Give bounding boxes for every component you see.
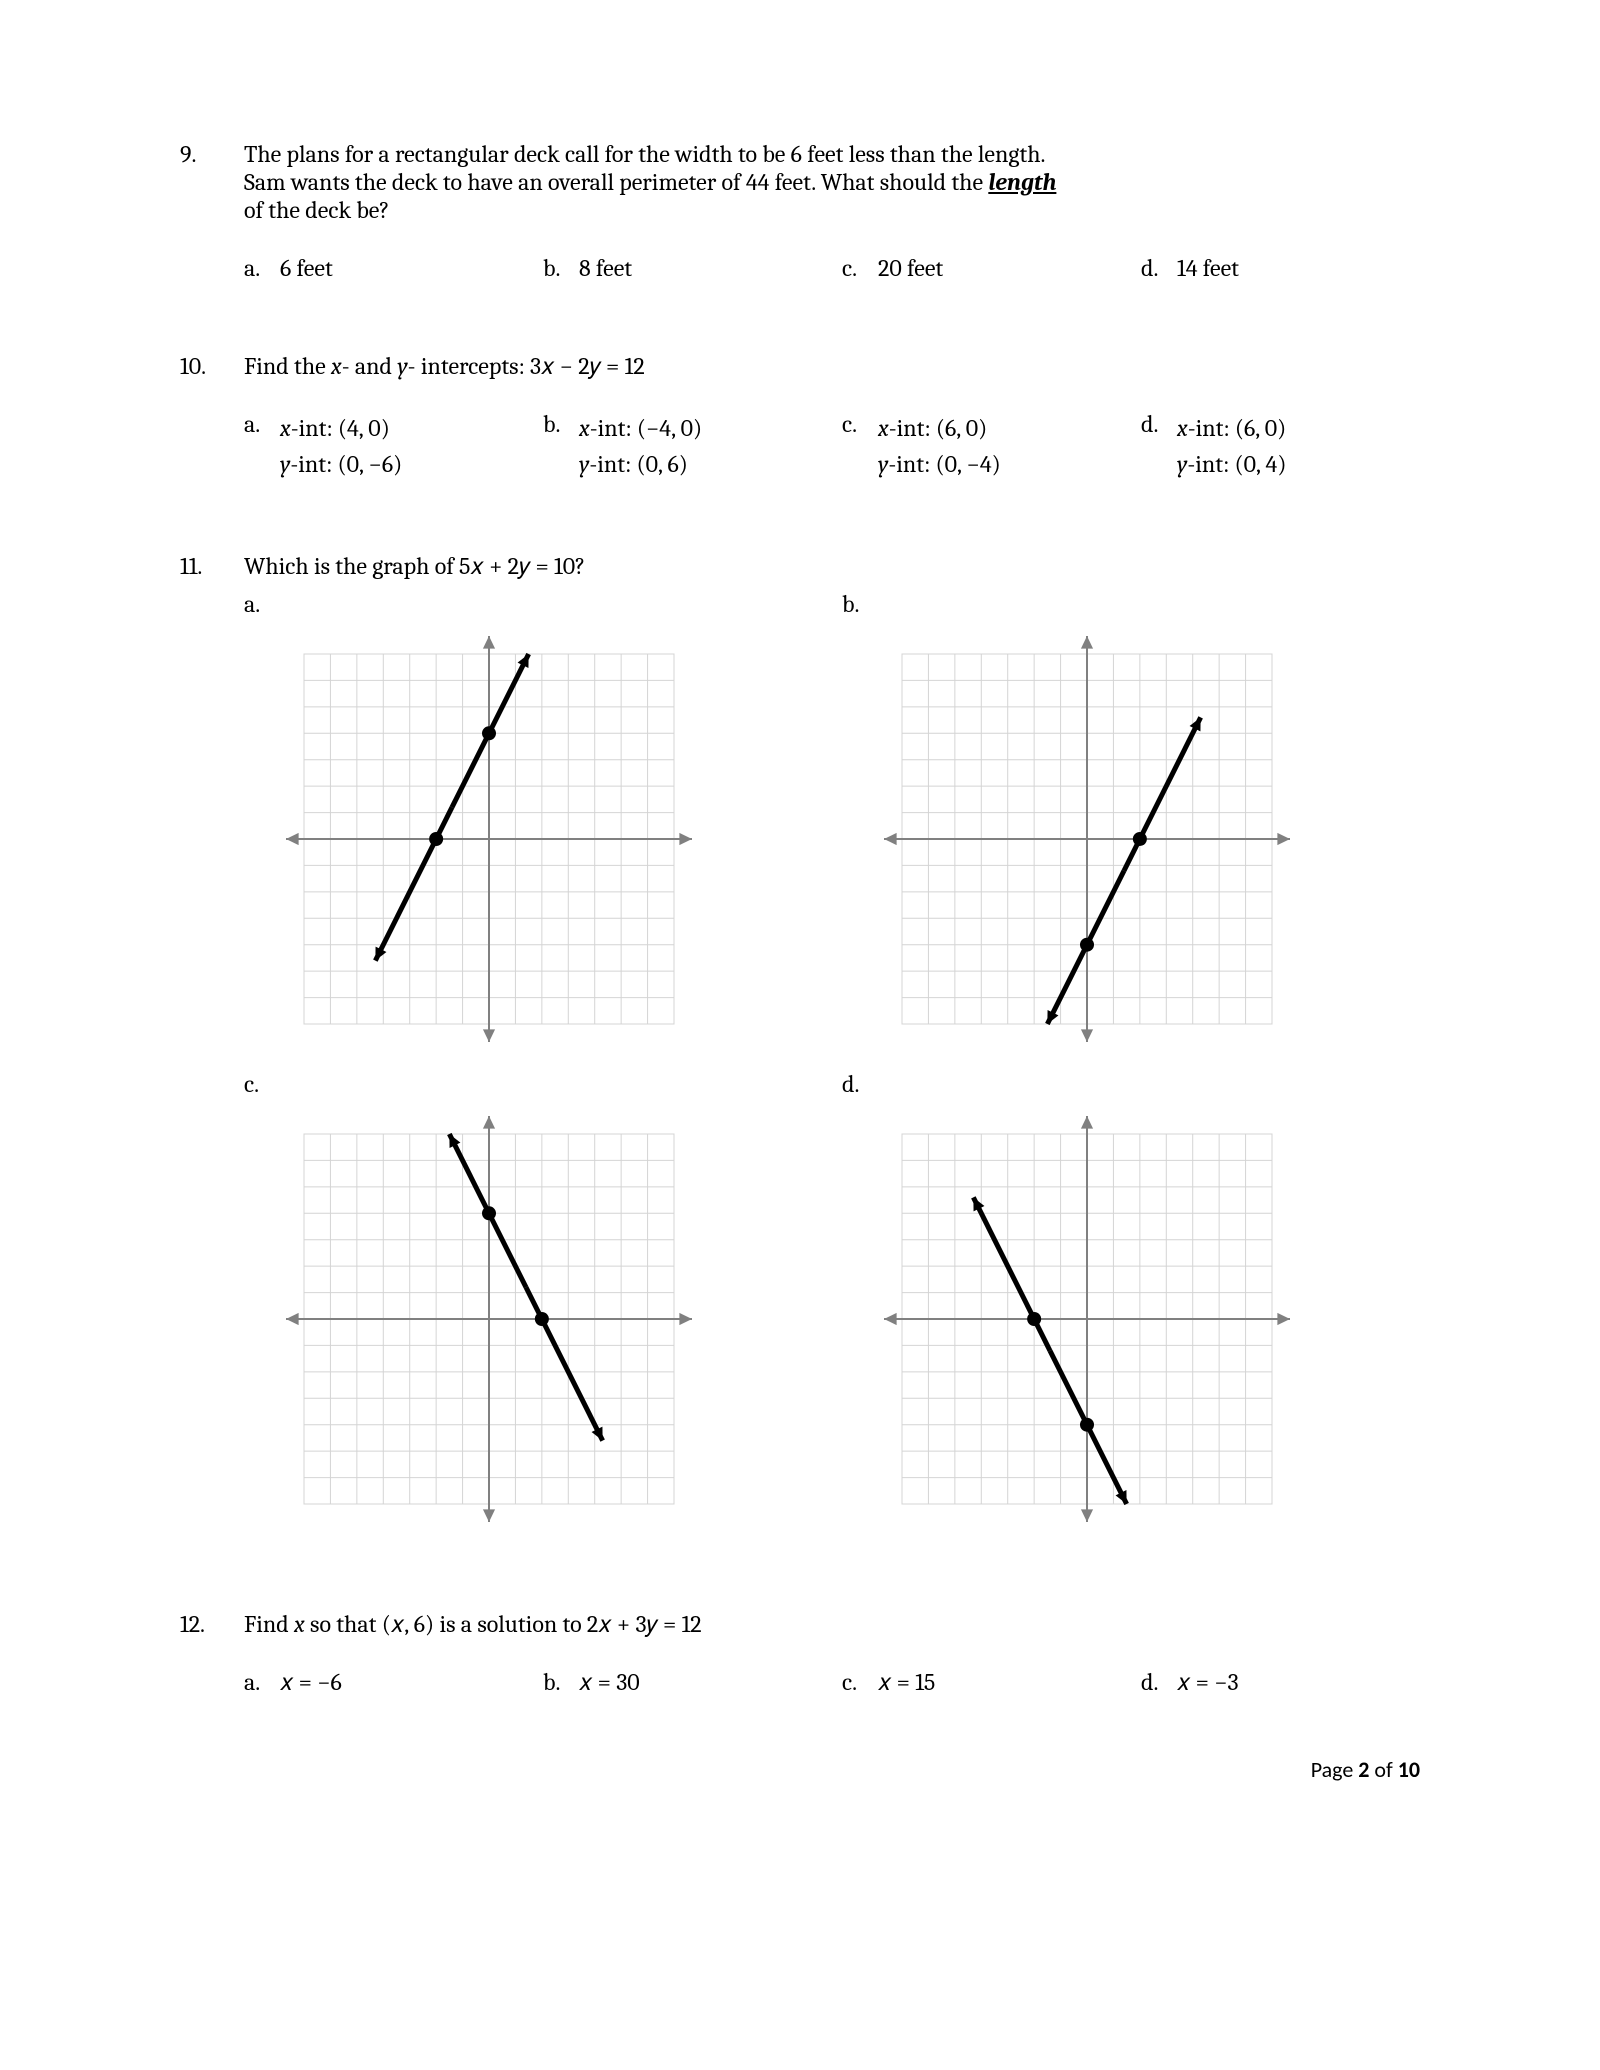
question-body: The plans for a rectangular deck call fo… xyxy=(244,140,1440,282)
question-body: Find the x- and y- intercepts: 3𝑥 − 2𝑦 =… xyxy=(244,352,1440,482)
question-9: 9. The plans for a rectangular deck call… xyxy=(180,140,1440,282)
question-10: 10. Find the x- and y- intercepts: 3𝑥 − … xyxy=(180,352,1440,482)
prompt-line-3: of the deck be? xyxy=(244,196,1440,224)
choice-b: b.8 feet xyxy=(543,254,842,282)
question-number: 10. xyxy=(180,352,244,482)
choices-row: a.𝑥 = −6 b.𝑥 = 30 c.𝑥 = 15 d.𝑥 = −3 xyxy=(244,1668,1440,1696)
choice-b: b.𝑥 = 30 xyxy=(543,1668,842,1696)
graph-b-cell: b. xyxy=(842,590,1440,1060)
prompt: Which is the graph of 5𝑥 + 2𝑦 = 10? xyxy=(244,552,1440,580)
choice-d: d.14 feet xyxy=(1141,254,1440,282)
choice-c: c. x-int: (6, 0) y-int: (0, −4) xyxy=(842,410,1141,482)
choice-a: a.𝑥 = −6 xyxy=(244,1668,543,1696)
choice-d: d. x-int: (6, 0) y-int: (0, 4) xyxy=(1141,410,1440,482)
choice-a: a.6 feet xyxy=(244,254,543,282)
choice-c: c.𝑥 = 15 xyxy=(842,1668,1141,1696)
question-12: 12. Find x so that (𝑥, 6) is a solution … xyxy=(180,1610,1440,1696)
graphs-grid: a. b. c. d. xyxy=(244,590,1440,1550)
graph-a-cell: a. xyxy=(244,590,842,1060)
question-body: Find x so that (𝑥, 6) is a solution to 2… xyxy=(244,1610,1440,1696)
question-number: 9. xyxy=(180,140,244,282)
graph-d xyxy=(842,1104,1332,1534)
graph-b xyxy=(842,624,1332,1054)
choices-row: a. x-int: (4, 0) y-int: (0, −6) b. x-int… xyxy=(244,410,1440,482)
choice-a: a. x-int: (4, 0) y-int: (0, −6) xyxy=(244,410,543,482)
choice-b: b. x-int: (−4, 0) y-int: (0, 6) xyxy=(543,410,842,482)
graph-c xyxy=(244,1104,734,1534)
question-body: Which is the graph of 5𝑥 + 2𝑦 = 10? a. b… xyxy=(244,552,1440,1550)
choice-c: c.20 feet xyxy=(842,254,1141,282)
prompt-line-2: Sam wants the deck to have an overall pe… xyxy=(244,168,1440,196)
prompt: Find the x- and y- intercepts: 3𝑥 − 2𝑦 =… xyxy=(244,352,1440,380)
question-11: 11. Which is the graph of 5𝑥 + 2𝑦 = 10? … xyxy=(180,552,1440,1550)
prompt-line-1: The plans for a rectangular deck call fo… xyxy=(244,140,1440,168)
graph-c-cell: c. xyxy=(244,1070,842,1540)
underlined-word: length xyxy=(988,168,1056,196)
choices-row: a.6 feet b.8 feet c.20 feet d.14 feet xyxy=(244,254,1440,282)
question-number: 11. xyxy=(180,552,244,1550)
graph-d-cell: d. xyxy=(842,1070,1440,1540)
choice-d: d.𝑥 = −3 xyxy=(1141,1668,1440,1696)
prompt: Find x so that (𝑥, 6) is a solution to 2… xyxy=(244,1610,1440,1638)
question-number: 12. xyxy=(180,1610,244,1696)
graph-a xyxy=(244,624,734,1054)
page-footer: Page 2 of 10 xyxy=(180,1756,1440,1783)
